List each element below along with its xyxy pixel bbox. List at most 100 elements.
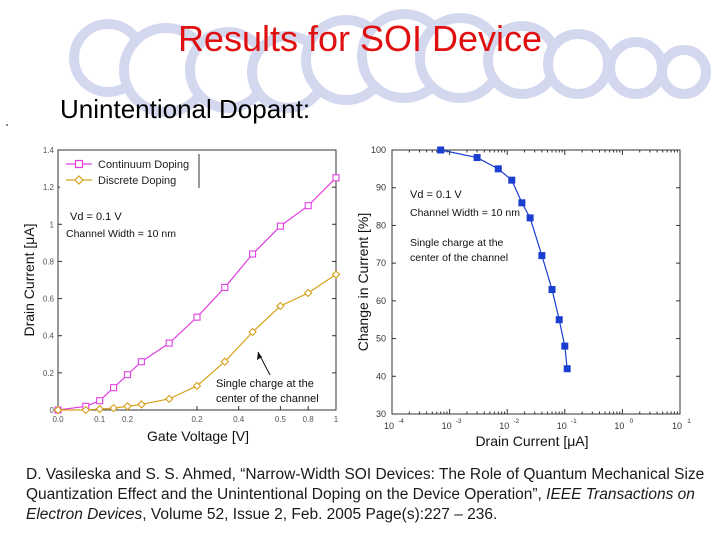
data-point-continuum bbox=[96, 397, 104, 405]
data-point-change bbox=[563, 365, 571, 373]
data-point-discrete bbox=[95, 404, 104, 414]
y-tick-label-left: 1 bbox=[50, 220, 55, 229]
decor-circle bbox=[657, 45, 711, 99]
y-tick-label-left: 0.6 bbox=[43, 295, 55, 304]
data-point-change bbox=[437, 146, 445, 154]
x-tick-label-left: 0.4 bbox=[233, 415, 245, 424]
y-tick-label-right: 40 bbox=[376, 371, 386, 381]
x-tick-label-exponent-right: -4 bbox=[398, 418, 404, 425]
x-tick-label-base-right: 10 bbox=[442, 421, 452, 431]
stray-dot bbox=[6, 124, 8, 126]
y-tick-label-left: 0.4 bbox=[43, 332, 55, 341]
right-x-axis-label: Drain Current [μA] bbox=[475, 433, 588, 449]
data-point-continuum bbox=[221, 283, 229, 291]
y-tick-label-right: 70 bbox=[376, 258, 386, 268]
right-annotation-vd: Vd = 0.1 V bbox=[410, 189, 462, 201]
left-x-axis-label: Gate Voltage [V] bbox=[147, 428, 249, 444]
decor-circles bbox=[69, 9, 711, 117]
right-annotation-width: Channel Width = 10 nm bbox=[410, 207, 520, 219]
data-point-continuum bbox=[137, 358, 145, 366]
y-tick-label-right: 80 bbox=[376, 220, 386, 230]
data-point-discrete bbox=[331, 270, 341, 279]
left-annotation-vd: Vd = 0.1 V bbox=[70, 211, 122, 223]
y-tick-label-left: 0.8 bbox=[43, 257, 55, 266]
data-point-discrete bbox=[137, 400, 146, 409]
data-point-discrete bbox=[81, 405, 91, 415]
citation: D. Vasileska and S. S. Ahmed, “Narrow-Wi… bbox=[26, 465, 706, 525]
legend-continuum-label: Continuum Doping bbox=[98, 159, 189, 171]
right-y-axis-label: Change in Current [%] bbox=[355, 213, 371, 352]
y-tick-label-left: 0.2 bbox=[43, 369, 55, 378]
legend-continuum-marker bbox=[74, 159, 84, 169]
citation-authors-title: D. Vasileska and S. S. Ahmed, “Narrow-Wi… bbox=[26, 466, 705, 503]
y-tick-label-right: 100 bbox=[371, 145, 386, 155]
data-point-continuum bbox=[123, 371, 132, 379]
x-tick-label-exponent-right: 0 bbox=[630, 418, 634, 425]
x-tick-label-exponent-right: 1 bbox=[687, 418, 691, 425]
x-tick-label-left: 0.1 bbox=[94, 415, 106, 424]
citation-volume-pages: , Volume 52, Issue 2, Feb. 2005 Page(s):… bbox=[142, 506, 498, 523]
y-tick-label-right: 30 bbox=[376, 409, 386, 419]
x-tick-label-left: 0.2 bbox=[191, 415, 203, 424]
y-tick-label-right: 50 bbox=[376, 334, 386, 344]
x-tick-label-base-right: 10 bbox=[384, 421, 394, 431]
series-right bbox=[437, 146, 571, 373]
data-point-discrete bbox=[192, 381, 202, 391]
data-point-discrete bbox=[164, 394, 174, 404]
data-point-discrete bbox=[109, 403, 118, 413]
decor-circle-group bbox=[69, 9, 711, 117]
data-point-change bbox=[526, 214, 534, 222]
right-annotation-charge-1: Single charge at the bbox=[410, 237, 504, 249]
data-point-continuum bbox=[249, 250, 257, 258]
data-point-discrete bbox=[53, 405, 63, 415]
plot-frame-right bbox=[391, 149, 681, 415]
left-annotation-charge-1: Single charge at the bbox=[216, 378, 314, 390]
data-point-discrete bbox=[303, 288, 313, 298]
legend-left: Continuum Doping Discrete Doping bbox=[60, 154, 200, 190]
series-left bbox=[53, 174, 341, 415]
y-tick-label-left: 0 bbox=[50, 406, 55, 415]
x-tick-label-left: 0.5 bbox=[275, 415, 287, 424]
data-point-discrete bbox=[248, 327, 257, 337]
data-point-change bbox=[494, 165, 502, 173]
plot-frame-left bbox=[57, 149, 337, 411]
data-point-change bbox=[473, 154, 481, 162]
ticks-left: 0 0.2 0.4 0.6 0.8 1 1.2 1.4 0.0 0.1 0.2 0.2 0.4 0.5 0.… bbox=[43, 146, 339, 424]
x-tick-label-base-right: 10 bbox=[614, 421, 624, 431]
data-point-change bbox=[538, 252, 546, 260]
x-tick-label-left: 0.8 bbox=[303, 415, 315, 424]
data-point-change bbox=[555, 316, 563, 324]
data-point-discrete bbox=[220, 357, 230, 366]
data-point-continuum bbox=[304, 202, 312, 210]
legend-box bbox=[60, 154, 200, 190]
slide-subtitle: Unintentional Dopant: bbox=[60, 94, 311, 124]
data-point-continuum bbox=[193, 313, 201, 321]
x-tick-label-left: 0.2 bbox=[122, 415, 134, 424]
y-tick-label-right: 90 bbox=[376, 183, 386, 193]
y-tick-label-left: 1.2 bbox=[43, 183, 55, 192]
data-point-continuum bbox=[110, 384, 118, 392]
left-annotation-width: Channel Width = 10 nm bbox=[66, 228, 176, 240]
x-tick-label-exponent-right: -3 bbox=[456, 418, 462, 425]
left-y-axis-label: Drain Current [μA] bbox=[21, 223, 37, 336]
x-tick-label-base-right: 10 bbox=[499, 421, 509, 431]
slide-title: Results for SOI Device bbox=[177, 18, 543, 59]
legend-discrete-marker bbox=[74, 175, 84, 185]
data-point-change bbox=[518, 199, 526, 207]
data-point-change bbox=[561, 342, 569, 350]
data-point-discrete bbox=[276, 301, 285, 311]
data-point-change bbox=[508, 176, 516, 184]
annotation-arrow-head bbox=[257, 352, 262, 360]
data-point-change bbox=[548, 286, 556, 294]
data-point-continuum bbox=[276, 222, 284, 230]
data-point-discrete bbox=[123, 402, 132, 411]
x-tick-label-base-right: 10 bbox=[672, 421, 682, 431]
y-tick-label-left: 1.4 bbox=[43, 146, 55, 155]
x-tick-label-left: 0.0 bbox=[52, 415, 64, 424]
right-annotation-charge-2: center of the channel bbox=[410, 252, 508, 264]
data-point-continuum bbox=[332, 174, 340, 182]
legend-discrete-label: Discrete Doping bbox=[98, 175, 176, 187]
y-tick-label-right: 60 bbox=[376, 296, 386, 306]
